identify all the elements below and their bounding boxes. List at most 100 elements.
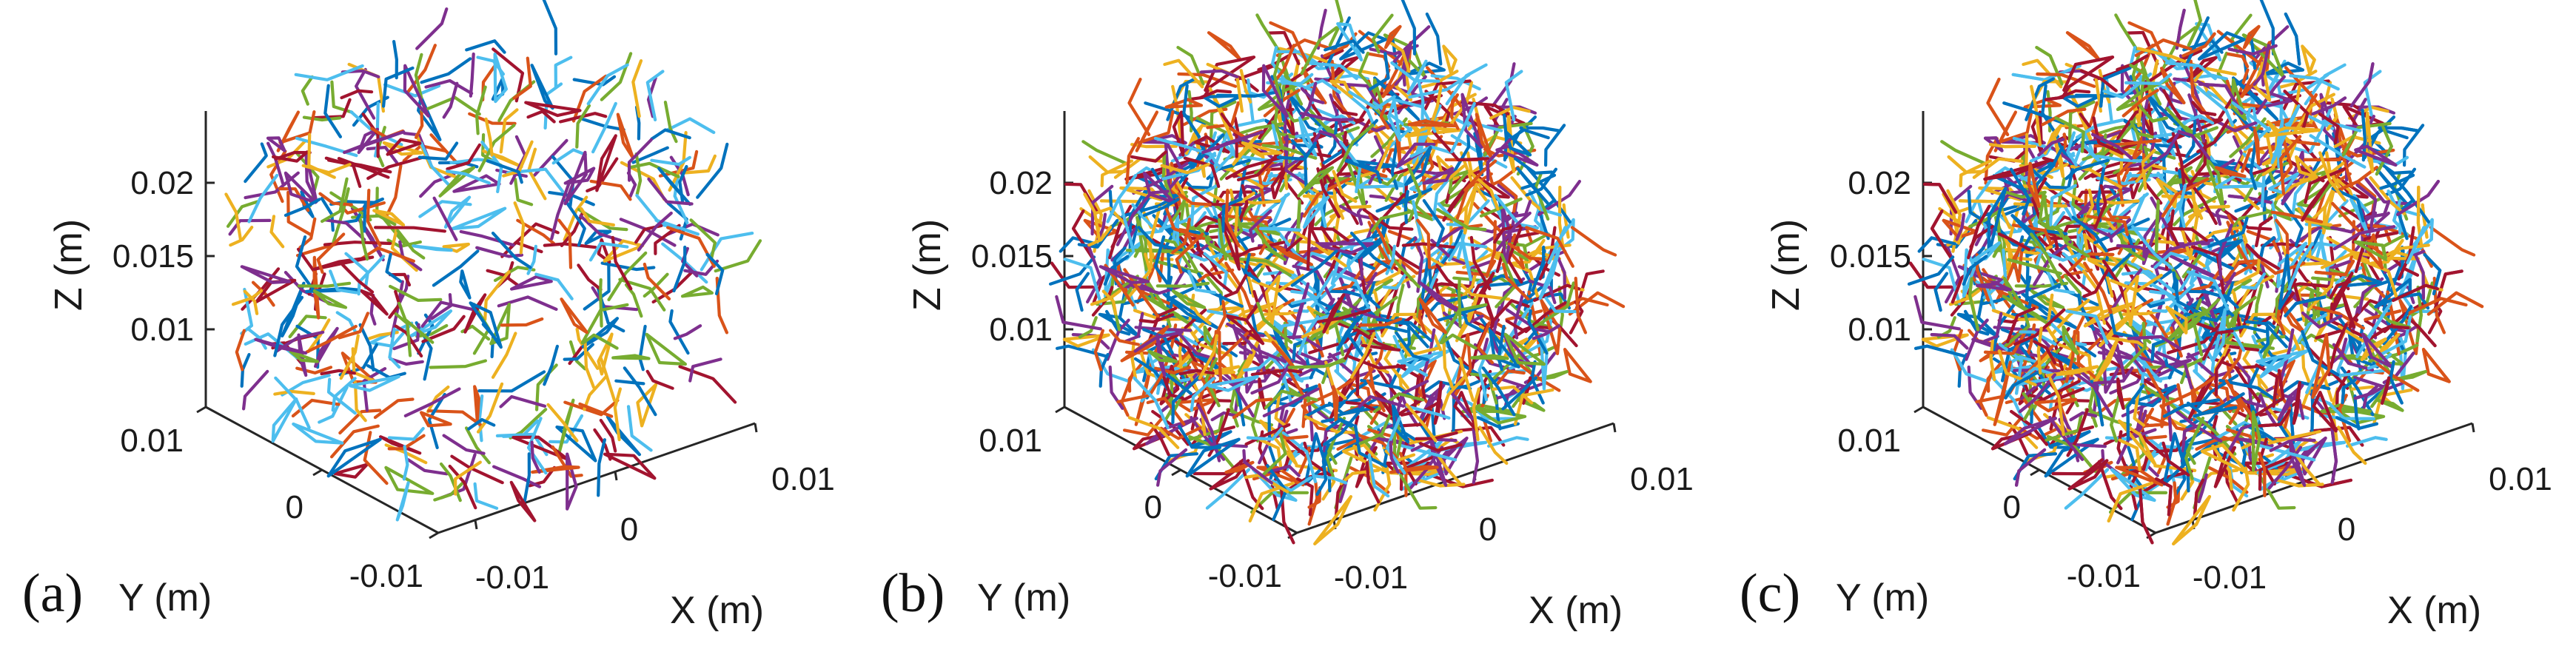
- particle-segment: [2082, 267, 2110, 298]
- particle-segment: [1968, 277, 1980, 332]
- particle-segment: [417, 95, 442, 141]
- particle-segment: [2304, 167, 2347, 204]
- particle-segment: [1179, 191, 1192, 229]
- particle-segment: [1306, 215, 1313, 271]
- particle-segment: [2275, 78, 2284, 127]
- particle-segment: [2426, 291, 2484, 316]
- particle-segment: [1258, 226, 1301, 232]
- particle-segment: [2288, 437, 2307, 487]
- particle-segment: [627, 138, 653, 182]
- y-tick-mark: [2030, 468, 2040, 477]
- particle-segment: [491, 232, 532, 269]
- particle-segment: [2065, 158, 2110, 181]
- particle-segment: [1997, 349, 2037, 386]
- particle-segment: [1387, 98, 1402, 142]
- particle-segment: [597, 332, 614, 376]
- particle-segment: [2069, 411, 2098, 422]
- particle-segment: [1442, 44, 1458, 75]
- particle-segment: [1175, 232, 1204, 274]
- particle-segment: [599, 357, 617, 402]
- particle-segment: [1233, 241, 1286, 260]
- particle-segment: [363, 197, 384, 233]
- particle-segment: [1950, 348, 1990, 383]
- particle-segment: [2278, 254, 2292, 310]
- particle-segment: [1075, 272, 1090, 312]
- particle-segment: [307, 132, 336, 179]
- particle-segment: [2382, 305, 2413, 346]
- particle-segment: [417, 141, 459, 161]
- particle-segment: [2421, 348, 2451, 383]
- particle-segment: [1206, 101, 1240, 130]
- y-tick-mark: [1913, 406, 1924, 414]
- particle-segment: [373, 397, 415, 420]
- particle-segment: [2195, 124, 2233, 172]
- particle-segment: [1382, 272, 1408, 290]
- particle-segment: [2161, 177, 2210, 218]
- particle-segment: [1441, 374, 1467, 411]
- particle-segment: [2010, 214, 2046, 252]
- particle-segment: [665, 117, 716, 135]
- particle-segment: [2239, 312, 2281, 337]
- particle-segment: [1130, 150, 1167, 163]
- particle-segment: [332, 187, 350, 244]
- particle-segment: [2329, 280, 2352, 299]
- particle-segment: [1217, 218, 1228, 261]
- particle-segment: [523, 452, 531, 502]
- particle-segment: [634, 152, 643, 196]
- particle-segment: [1230, 387, 1239, 428]
- particle-segment: [526, 417, 548, 475]
- particle-segment: [580, 206, 615, 227]
- particle-segment: [1198, 343, 1236, 391]
- particle-segment: [1322, 170, 1359, 225]
- particle-segment: [272, 150, 309, 163]
- particle-segment: [318, 192, 353, 206]
- particle-segment: [1401, 242, 1456, 249]
- particle-segment: [1185, 437, 1241, 478]
- particle-segment: [530, 64, 554, 110]
- particle-segment: [2307, 81, 2332, 127]
- particle-segment: [1316, 309, 1371, 323]
- particle-segment: [1055, 295, 1102, 331]
- particle-segment: [1292, 282, 1310, 340]
- particle-segment: [1389, 440, 1400, 474]
- panel-c-particle-cloud: [1908, 0, 2484, 545]
- particle-segment: [357, 255, 386, 296]
- particle-segment: [1292, 47, 1346, 70]
- particle-segment: [577, 263, 603, 292]
- particle-segment: [1049, 255, 1096, 286]
- particle-segment: [1432, 130, 1490, 162]
- particle-segment: [2198, 335, 2216, 377]
- particle-segment: [1417, 78, 1425, 127]
- particle-segment: [2376, 398, 2404, 412]
- particle-segment: [1372, 78, 1389, 121]
- particle-segment: [2090, 323, 2112, 354]
- particle-segment: [2354, 144, 2398, 167]
- particle-segment: [1184, 294, 1212, 326]
- particle-segment: [2326, 236, 2373, 258]
- particle-segment: [2018, 373, 2056, 414]
- particle-segment: [278, 187, 310, 212]
- particle-segment: [575, 327, 600, 370]
- particle-segment: [1458, 278, 1462, 328]
- particle-segment: [2375, 125, 2393, 176]
- particle-segment: [2225, 296, 2257, 331]
- particle-segment: [672, 245, 687, 293]
- particle-segment: [1255, 229, 1284, 260]
- particle-segment: [2214, 356, 2226, 397]
- particle-segment: [2297, 182, 2333, 209]
- particle-segment: [1540, 298, 1562, 355]
- particle-segment: [297, 281, 352, 288]
- particle-segment: [1989, 143, 2036, 149]
- particle-segment: [2207, 216, 2249, 248]
- particle-segment: [2381, 376, 2391, 405]
- particle-segment: [276, 110, 300, 152]
- particle-segment: [1463, 183, 1478, 235]
- particle-segment: [1199, 69, 1239, 78]
- particle-segment: [366, 155, 425, 181]
- x-tick-label-0: 0: [620, 511, 638, 548]
- particle-segment: [2167, 226, 2208, 242]
- particle-segment: [2310, 426, 2364, 447]
- particle-segment: [382, 66, 415, 108]
- particle-segment: [2259, 326, 2270, 354]
- x-tick-mark: [2471, 423, 2475, 433]
